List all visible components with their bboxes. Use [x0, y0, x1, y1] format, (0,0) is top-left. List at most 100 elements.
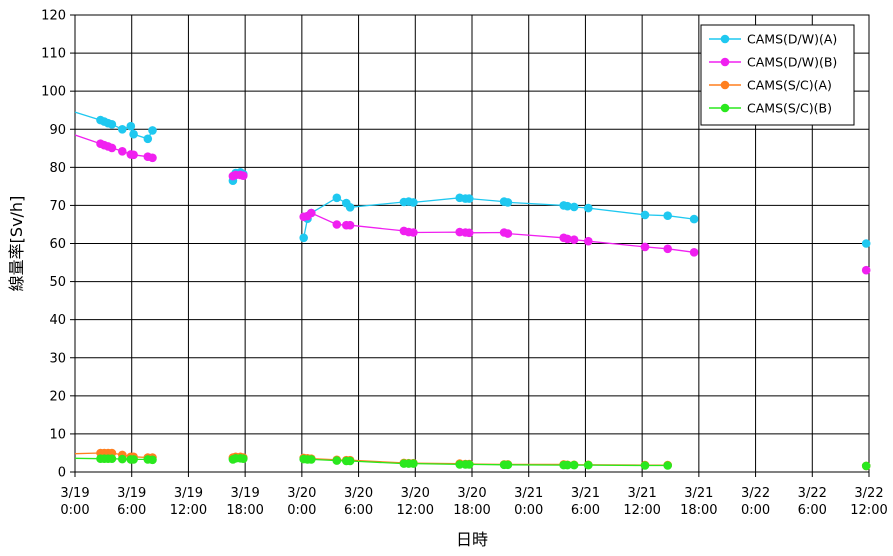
- data-point: [307, 208, 316, 218]
- data-point: [239, 171, 248, 180]
- x-tick-label-time: 0:00: [514, 503, 543, 518]
- data-point: [299, 233, 309, 243]
- x-tick-label-time: 6:00: [344, 503, 373, 518]
- y-tick-label: 70: [49, 199, 66, 214]
- data-point: [129, 455, 138, 464]
- y-tick-label: 10: [49, 427, 66, 442]
- data-point: [107, 143, 117, 153]
- x-tick-label-time: 12:00: [170, 503, 207, 518]
- data-point: [584, 236, 593, 246]
- data-point: [640, 242, 650, 252]
- data-point: [464, 228, 474, 238]
- x-tick-label-time: 12:00: [397, 503, 434, 518]
- x-tick-label-date: 3/21: [514, 486, 543, 501]
- x-tick-label-time: 6:00: [117, 503, 146, 518]
- data-point: [861, 239, 871, 248]
- data-point: [503, 198, 513, 207]
- legend-swatch-marker: [720, 34, 730, 44]
- data-point: [640, 461, 650, 470]
- data-point: [689, 248, 699, 257]
- y-tick-label: 50: [49, 275, 66, 290]
- y-tick-label: 100: [41, 85, 66, 100]
- data-point: [332, 220, 342, 229]
- y-axis-title: 線量率[Sv/h]: [7, 196, 26, 292]
- x-tick-label-time: 6:00: [571, 503, 600, 518]
- data-point: [663, 244, 672, 254]
- x-tick-label-time: 18:00: [453, 503, 490, 518]
- data-point: [689, 214, 699, 224]
- data-point: [584, 460, 593, 470]
- x-tick-label-date: 3/19: [174, 486, 203, 501]
- y-tick-label: 30: [49, 351, 66, 366]
- data-point: [345, 203, 355, 212]
- x-axis-title: 日時: [456, 530, 488, 549]
- y-tick-label: 120: [41, 9, 66, 24]
- x-axis-ticks: 3/19 0:00 3/19 6:00 3/19 12:00 3/19 18:00 3/20 0:…: [60, 472, 888, 518]
- legend-swatch-marker: [720, 80, 730, 90]
- data-point: [148, 153, 157, 163]
- data-point: [584, 203, 593, 213]
- y-tick-label: 90: [49, 123, 66, 138]
- x-tick-label-time: 18:00: [226, 503, 263, 518]
- y-axis-ticks: 0 10 20 30 40 50 60 70 80 90 100 110 120: [41, 9, 75, 481]
- legend-label: CAMS(D/W)(A): [747, 32, 837, 47]
- data-point: [563, 460, 572, 470]
- x-tick-label-time: 12:00: [623, 503, 660, 518]
- x-tick-label-date: 3/19: [117, 486, 146, 501]
- data-point: [148, 126, 157, 135]
- data-point: [663, 461, 672, 470]
- legend-label: CAMS(S/C)(A): [747, 78, 832, 93]
- x-tick-label-date: 3/22: [798, 486, 827, 501]
- x-tick-label-time: 0:00: [287, 503, 316, 518]
- legend-swatch-marker: [720, 103, 730, 113]
- data-point: [569, 460, 579, 470]
- series-3: [74, 454, 871, 471]
- series-1: [74, 134, 871, 275]
- data-point: [345, 220, 355, 230]
- data-point: [663, 211, 672, 220]
- x-tick-label-time: 0:00: [60, 503, 89, 518]
- data-point: [569, 202, 579, 212]
- x-tick-label-date: 3/19: [60, 486, 89, 501]
- x-tick-label-date: 3/20: [287, 486, 316, 501]
- data-point: [129, 129, 138, 139]
- x-tick-label-date: 3/21: [684, 486, 713, 501]
- y-tick-label: 80: [49, 161, 66, 176]
- data-point: [345, 456, 355, 466]
- data-point: [107, 120, 117, 129]
- data-point: [409, 228, 418, 237]
- grid-lines: [75, 15, 869, 472]
- data-point: [464, 460, 474, 469]
- y-tick-label: 20: [49, 389, 66, 404]
- data-point: [409, 198, 418, 207]
- x-tick-label-date: 3/19: [231, 486, 260, 501]
- data-point: [503, 229, 513, 238]
- x-tick-label-date: 3/22: [854, 486, 883, 501]
- x-tick-label-date: 3/22: [741, 486, 770, 501]
- data-point: [239, 454, 248, 464]
- series-layer: [74, 111, 871, 471]
- x-tick-label-date: 3/20: [457, 486, 486, 501]
- data-point: [640, 210, 650, 220]
- data-point: [861, 461, 871, 471]
- legend-label: CAMS(S/C)(B): [747, 101, 832, 116]
- data-point: [143, 134, 153, 144]
- data-point: [569, 235, 579, 244]
- y-tick-label: 40: [49, 313, 66, 328]
- data-point: [332, 456, 342, 465]
- x-tick-label-time: 6:00: [798, 503, 827, 518]
- x-tick-label-date: 3/20: [401, 486, 430, 501]
- x-tick-label-time: 0:00: [741, 503, 770, 518]
- data-point: [464, 194, 474, 203]
- data-point: [332, 193, 342, 203]
- data-point: [563, 201, 572, 211]
- data-point: [118, 125, 127, 134]
- y-tick-label: 0: [58, 466, 66, 481]
- data-point: [129, 150, 138, 160]
- data-point: [503, 460, 513, 470]
- data-point: [107, 454, 117, 464]
- x-tick-label-date: 3/21: [628, 486, 657, 501]
- data-point: [148, 455, 157, 465]
- x-tick-label-time: 18:00: [680, 503, 717, 518]
